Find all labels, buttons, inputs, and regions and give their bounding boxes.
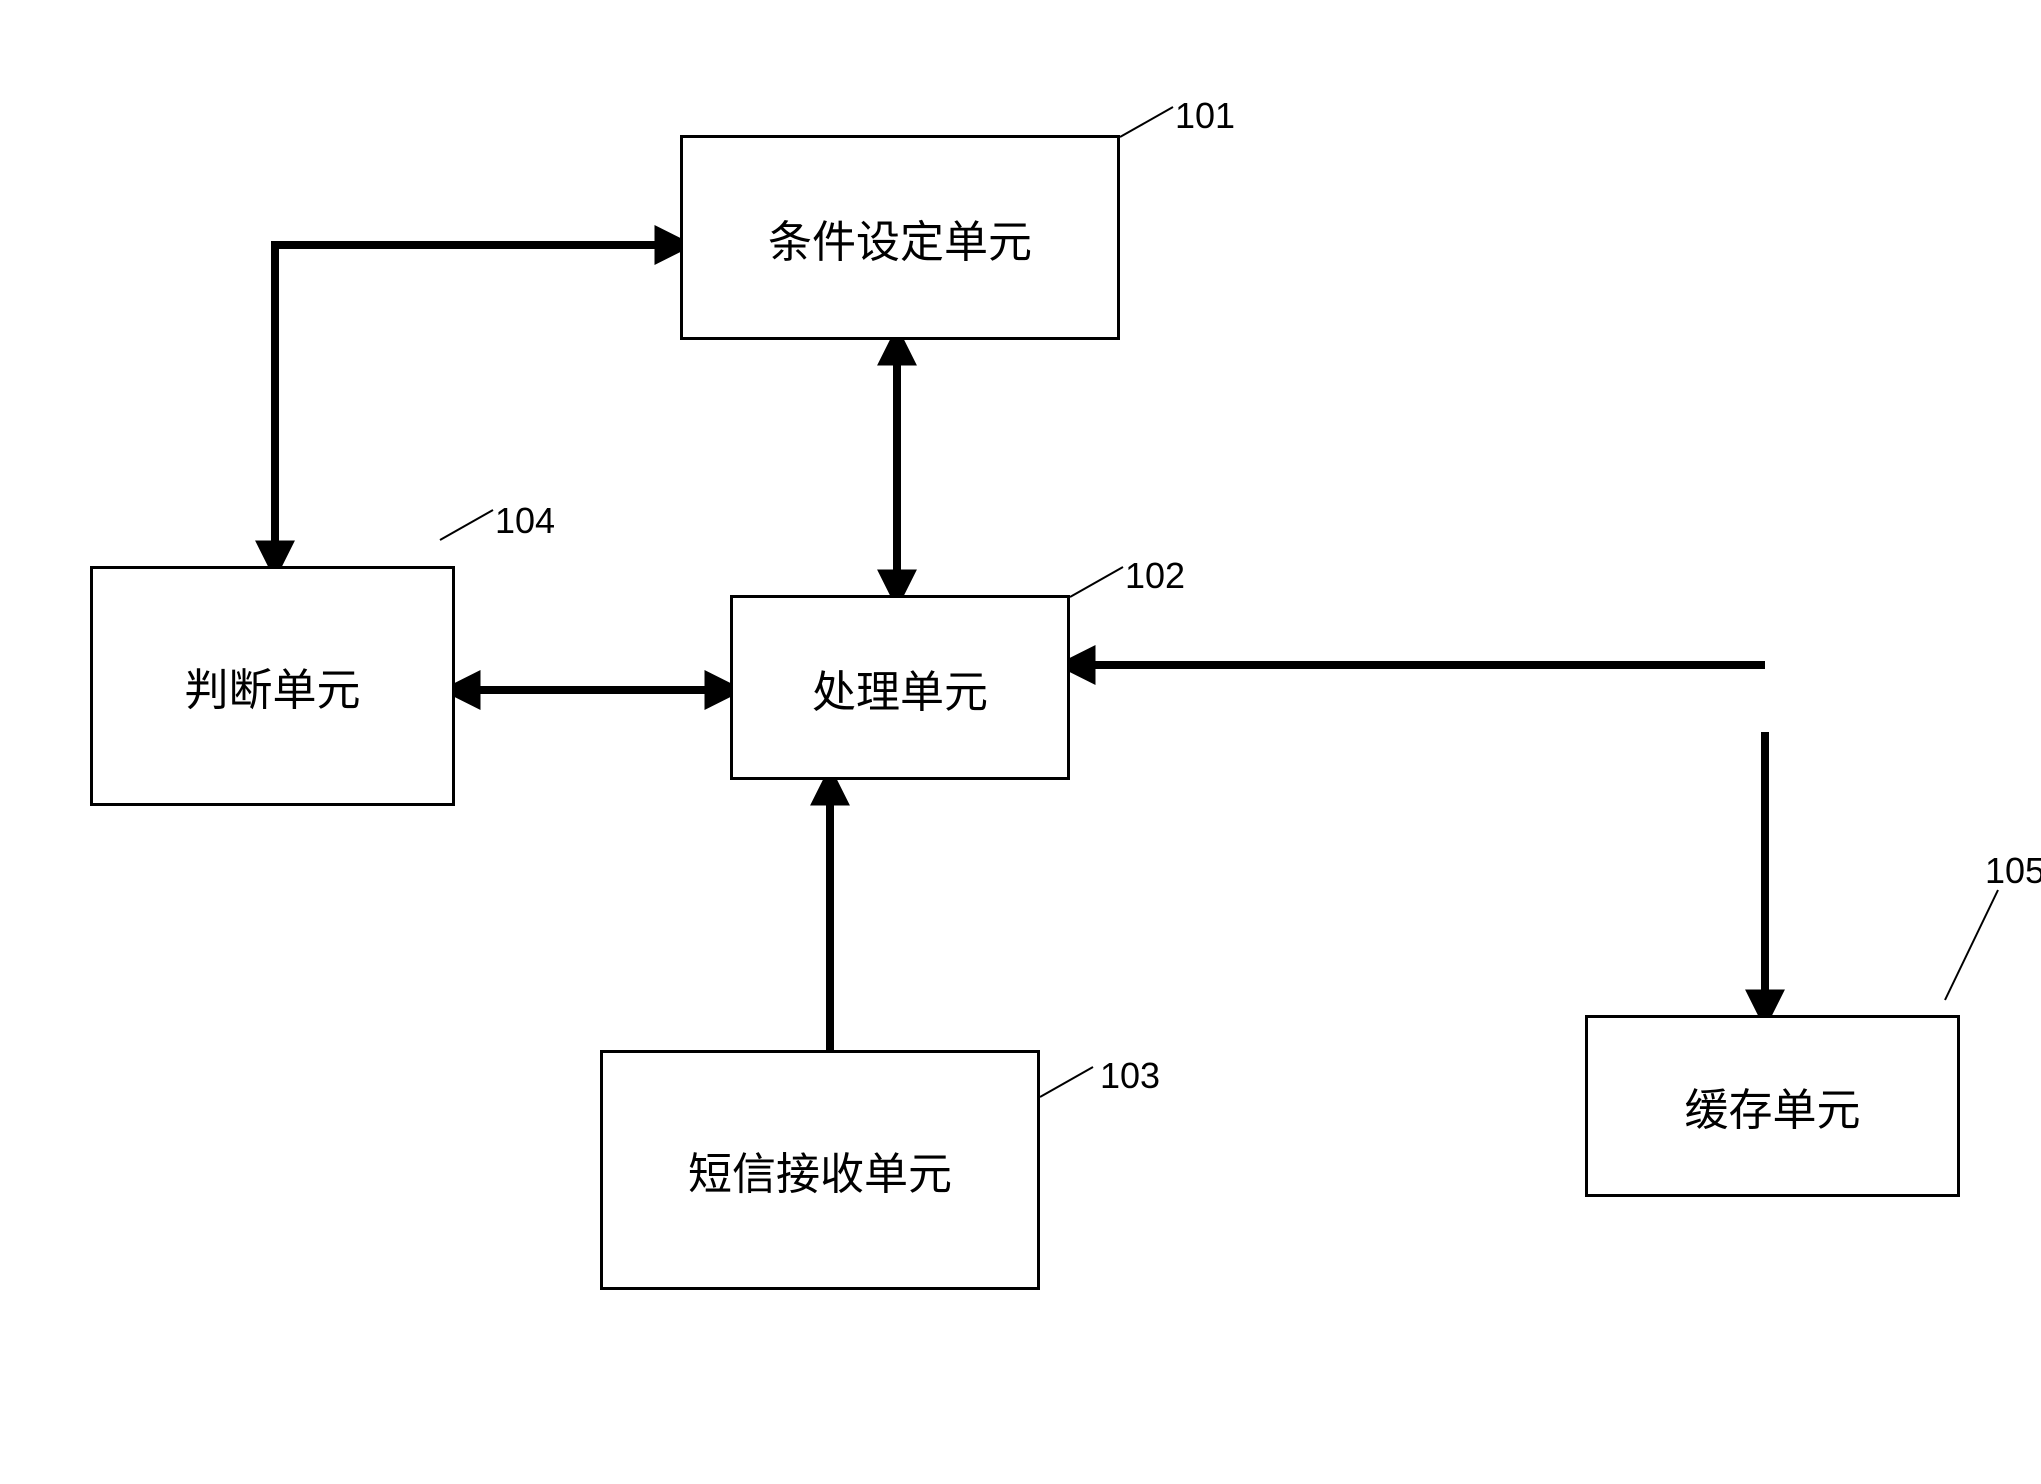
node-103: 短信接收单元: [600, 1050, 1040, 1290]
node-label-103: 短信接收单元: [688, 1138, 952, 1202]
node-number-105: 105: [1985, 850, 2041, 892]
node-label-102: 处理单元: [812, 656, 988, 720]
node-105: 缓存单元: [1585, 1015, 1960, 1197]
node-number-102: 102: [1125, 555, 1185, 597]
node-number-104: 104: [495, 500, 555, 542]
node-102: 处理单元: [730, 595, 1070, 780]
node-label-105: 缓存单元: [1685, 1074, 1861, 1138]
node-number-103: 103: [1100, 1055, 1160, 1097]
node-104: 判断单元: [90, 566, 455, 806]
node-label-101: 条件设定单元: [768, 206, 1032, 270]
node-101: 条件设定单元: [680, 135, 1120, 340]
node-number-101: 101: [1175, 95, 1235, 137]
node-label-104: 判断单元: [185, 654, 361, 718]
